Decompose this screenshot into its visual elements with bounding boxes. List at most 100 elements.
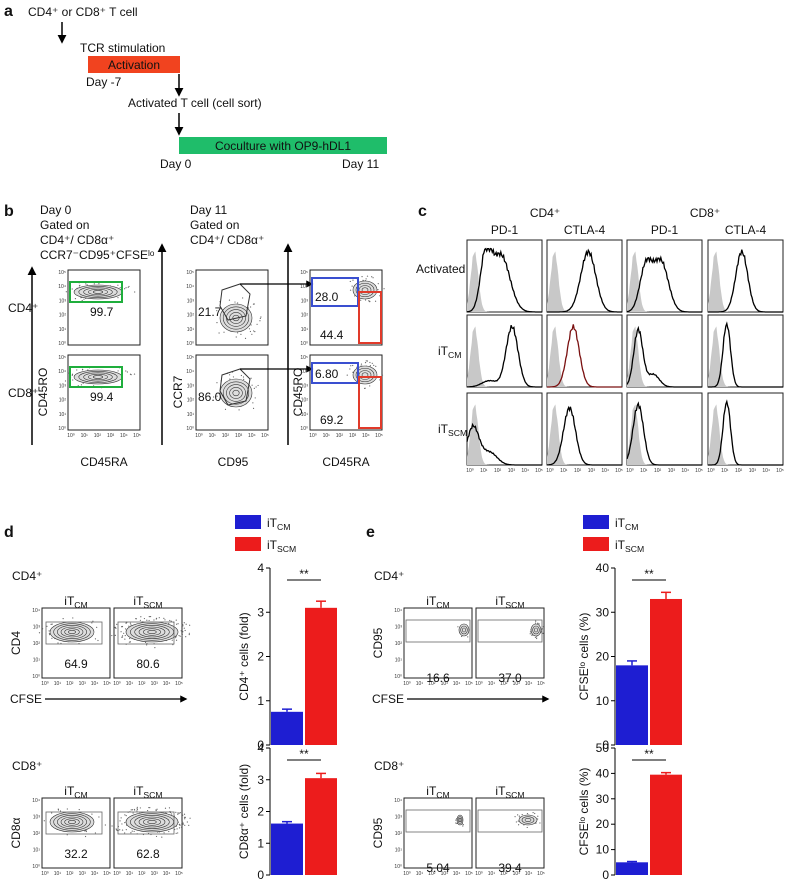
axis-tick-label: 10²	[187, 398, 195, 404]
event-dot	[240, 333, 242, 335]
event-dot	[140, 616, 142, 618]
axis-label: CD45RO	[291, 368, 305, 417]
event-dot	[517, 820, 519, 822]
density-contour	[49, 621, 95, 643]
event-dot	[537, 622, 539, 624]
event-dot	[182, 625, 184, 627]
axis-tick-label: 10²	[138, 681, 146, 687]
axis-tick-label: 10³	[301, 298, 309, 304]
axis-tick-label: 10⁵	[300, 355, 308, 361]
axis-tick-label: 10⁴	[521, 468, 529, 474]
event-dot	[371, 276, 373, 278]
axis-tick-label: 10⁴	[248, 433, 256, 439]
isotype-histogram	[627, 326, 702, 387]
axis-tick-label: 10³	[33, 815, 41, 821]
row-label: CD4⁺	[8, 301, 38, 315]
event-dot	[148, 806, 150, 809]
event-dot	[139, 807, 141, 809]
axis-label: CD45RA	[322, 455, 369, 469]
event-dot	[181, 633, 184, 636]
event-dot	[72, 379, 74, 381]
axis-tick-label: 10²	[59, 398, 67, 404]
axis-tick-label: 10²	[66, 681, 74, 687]
event-dot	[71, 373, 74, 375]
event-dot	[158, 617, 160, 619]
event-dot	[181, 636, 183, 638]
event-dot	[117, 370, 119, 372]
text-part: CM	[448, 350, 461, 360]
day-label: Day 0	[40, 203, 72, 217]
text-part: CM	[277, 522, 290, 532]
axis-tick-label: 10⁵	[615, 468, 623, 474]
density-contour	[138, 626, 166, 638]
axis-label: CD8α	[9, 817, 23, 848]
axis-tick-label: 10¹	[640, 468, 648, 474]
event-dot	[249, 306, 252, 308]
event-dot	[526, 813, 529, 815]
event-dot	[181, 634, 183, 637]
column-header: iTCM	[64, 784, 87, 800]
event-dot	[177, 813, 179, 815]
event-dot	[188, 632, 190, 634]
event-dot	[248, 328, 251, 330]
event-dot	[235, 336, 237, 338]
activation-bar	[88, 56, 180, 73]
event-dot	[87, 369, 89, 371]
legend-label: iTCM	[267, 516, 290, 532]
step-text: Activated T cell (cell sort)	[128, 96, 262, 110]
axis-tick-label: 10⁰	[466, 468, 474, 474]
legend-label: iTSCM	[267, 538, 296, 554]
histogram	[708, 399, 783, 466]
axis-label: CD8α⁺ cells (fold)	[237, 764, 251, 859]
bar	[305, 607, 337, 745]
y-tick-label: 30	[596, 792, 610, 806]
significance-label: **	[299, 747, 309, 761]
text-part: SCM	[143, 790, 162, 800]
event-dot	[181, 821, 184, 823]
axis-tick-label: 10¹	[395, 848, 403, 854]
gate-value: 28.0	[315, 290, 339, 304]
density-contour	[92, 290, 104, 294]
axis-tick-label: 10¹	[54, 681, 62, 687]
event-dot	[369, 365, 372, 367]
bar	[650, 774, 682, 875]
event-dot	[115, 828, 117, 830]
event-dot	[360, 299, 362, 301]
text-part: iT	[426, 784, 437, 798]
event-dot	[51, 812, 53, 814]
axis-tick-label: 10⁴	[394, 798, 402, 804]
axis-tick-label: 10⁵	[695, 468, 703, 474]
axis-tick-label: 10²	[301, 398, 309, 404]
density-contour	[524, 818, 532, 822]
panel-label: a	[4, 3, 13, 20]
axis-tick-label: 10²	[187, 313, 195, 319]
event-dot	[168, 830, 170, 833]
event-dot	[369, 385, 371, 387]
event-dot	[176, 623, 178, 625]
axis-tick-label: 10³	[441, 681, 449, 687]
axis-label: CD4	[9, 631, 23, 655]
event-dot	[365, 278, 367, 280]
axis-tick-label: 10⁵	[535, 468, 543, 474]
event-dot	[377, 289, 379, 291]
event-dot	[59, 810, 62, 812]
event-dot	[242, 297, 244, 299]
day-label: Day 11	[342, 157, 379, 171]
event-dot	[243, 378, 245, 381]
event-dot	[234, 301, 236, 303]
column-header: iTSCM	[495, 784, 524, 800]
event-dot	[168, 807, 171, 809]
event-dot	[154, 647, 156, 649]
step-text: TCR stimulation	[80, 41, 165, 55]
density-contour	[226, 384, 246, 402]
axis-tick-label: 10³	[441, 871, 449, 877]
y-tick-label: 0	[257, 738, 264, 752]
event-dot	[146, 619, 148, 621]
event-dot	[146, 644, 148, 646]
error-bar	[282, 820, 292, 824]
event-dot	[83, 298, 85, 300]
event-dot	[132, 812, 134, 814]
y-tick-label: 0	[602, 868, 609, 882]
event-dot	[365, 360, 367, 362]
event-dot	[94, 638, 97, 640]
